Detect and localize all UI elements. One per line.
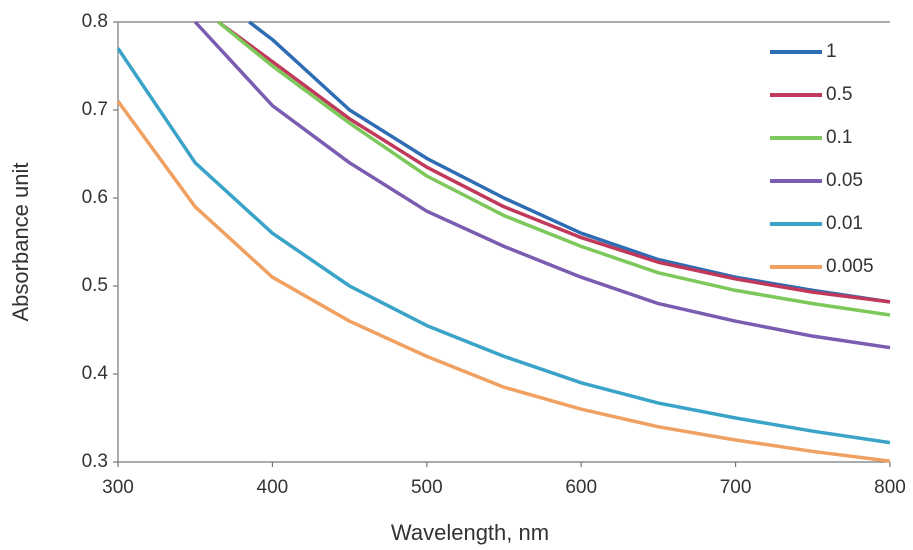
legend-label: 0.005 [826, 256, 874, 277]
data-line [217, 20, 891, 304]
legend-label: 0.1 [826, 127, 852, 148]
y-tick-label: 0.3 [82, 451, 108, 472]
x-tick-label: 800 [874, 477, 906, 498]
legend-label: 0.01 [826, 213, 863, 234]
x-tick-label: 500 [411, 477, 443, 498]
x-axis-label: Wavelength, nm [391, 520, 549, 545]
x-tick-label: 600 [565, 477, 597, 498]
data-line [193, 20, 891, 350]
x-tick-label: 400 [257, 477, 289, 498]
legend-label: 0.05 [826, 170, 863, 191]
legend-label: 1 [826, 41, 837, 62]
x-tick-label: 700 [720, 477, 752, 498]
data-line [116, 47, 891, 445]
y-axis-label: Absorbance unit [8, 163, 33, 322]
legend-label: 0.5 [826, 84, 852, 105]
data-line [248, 20, 891, 304]
data-line [217, 20, 891, 317]
y-tick-label: 0.5 [82, 275, 108, 296]
y-tick-label: 0.8 [82, 11, 108, 32]
x-tick-label: 300 [102, 477, 134, 498]
y-tick-label: 0.6 [82, 187, 108, 208]
y-tick-label: 0.7 [82, 99, 108, 120]
data-line [116, 100, 891, 463]
y-tick-label: 0.4 [82, 363, 109, 384]
